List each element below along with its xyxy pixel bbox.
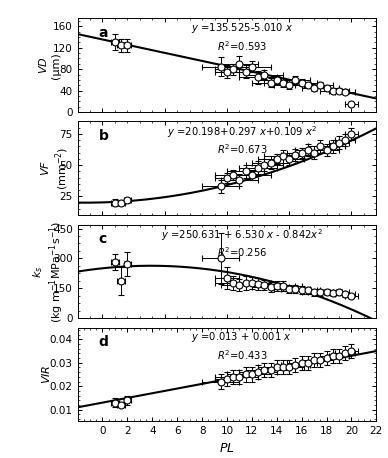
- Text: $R^2$=0.256: $R^2$=0.256: [217, 245, 267, 259]
- Text: a: a: [99, 26, 108, 40]
- Text: $y$ =20.198+0.297 $x$+0.109 $x^2$: $y$ =20.198+0.297 $x$+0.109 $x^2$: [167, 124, 317, 140]
- Text: $R^2$=0.593: $R^2$=0.593: [217, 39, 267, 53]
- Text: $y$ =250.631 + 6.530 $x$ - 0.842$x^2$: $y$ =250.631 + 6.530 $x$ - 0.842$x^2$: [161, 227, 323, 243]
- Text: d: d: [99, 335, 108, 349]
- Y-axis label: $VIR$: $VIR$: [40, 365, 52, 384]
- Text: b: b: [99, 129, 108, 143]
- X-axis label: $PL$: $PL$: [219, 442, 235, 455]
- Text: $y$ =0.013 + 0.001 $x$: $y$ =0.013 + 0.001 $x$: [191, 330, 293, 344]
- Y-axis label: $VF$
(mm$^{-2}$): $VF$ (mm$^{-2}$): [39, 147, 71, 190]
- Text: c: c: [99, 232, 107, 246]
- Text: $R^2$=0.673: $R^2$=0.673: [217, 142, 267, 156]
- Text: $R^2$=0.433: $R^2$=0.433: [217, 348, 267, 362]
- Text: $y$ =135.525-5.010 $x$: $y$ =135.525-5.010 $x$: [191, 21, 293, 35]
- Y-axis label: $k_s$
(kg m$^{-1}$MPa$^{-1}$s$^{-1}$): $k_s$ (kg m$^{-1}$MPa$^{-1}$s$^{-1}$): [31, 220, 66, 322]
- Y-axis label: $VD$
(μm): $VD$ (μm): [37, 52, 61, 79]
